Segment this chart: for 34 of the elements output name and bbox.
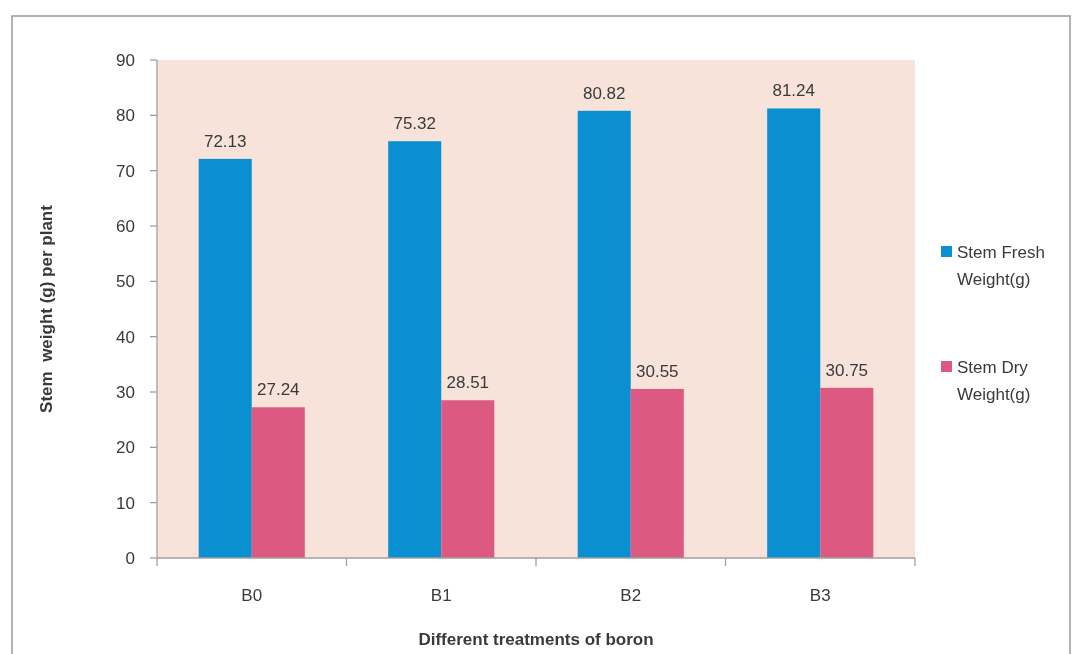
- legend-label: Stem Fresh Weight(g): [957, 243, 1045, 289]
- y-tick-label: 70: [116, 161, 135, 181]
- bar: [820, 387, 874, 558]
- data-label: 81.24: [772, 81, 815, 101]
- legend-label: Stem Dry Weight(g): [957, 358, 1031, 404]
- bar: [198, 158, 252, 558]
- y-tick-label: 40: [116, 327, 135, 347]
- x-tick-label: B2: [620, 586, 642, 605]
- data-label: 28.51: [446, 373, 490, 393]
- bar: [577, 110, 631, 558]
- data-label: 72.13: [203, 131, 247, 151]
- data-label: 30.55: [636, 361, 679, 381]
- data-label: 80.82: [582, 83, 626, 103]
- y-tick-label: 30: [116, 382, 135, 402]
- x-tick-label: B1: [430, 586, 452, 605]
- bar: [388, 141, 442, 558]
- y-tick-label: 90: [116, 50, 135, 70]
- y-tick-label: 60: [116, 216, 135, 236]
- y-axis-title: Stem weight (g) per plant: [37, 204, 56, 413]
- bar: [441, 400, 495, 558]
- y-tick-label: 0: [125, 548, 135, 568]
- y-tick-label: 80: [116, 106, 135, 126]
- y-tick-label: 10: [116, 493, 135, 513]
- bar: [251, 407, 305, 558]
- bar: [630, 388, 684, 558]
- data-label: 75.32: [393, 114, 436, 134]
- x-tick-label: B0: [241, 586, 263, 605]
- x-axis-title: Different treatments of boron: [418, 630, 654, 649]
- y-tick-label: 50: [116, 272, 135, 292]
- y-tick-label: 20: [116, 438, 135, 458]
- data-label: 27.24: [257, 380, 300, 400]
- bar: [767, 108, 821, 558]
- x-tick-label: B3: [809, 586, 831, 605]
- data-label: 30.75: [825, 360, 869, 380]
